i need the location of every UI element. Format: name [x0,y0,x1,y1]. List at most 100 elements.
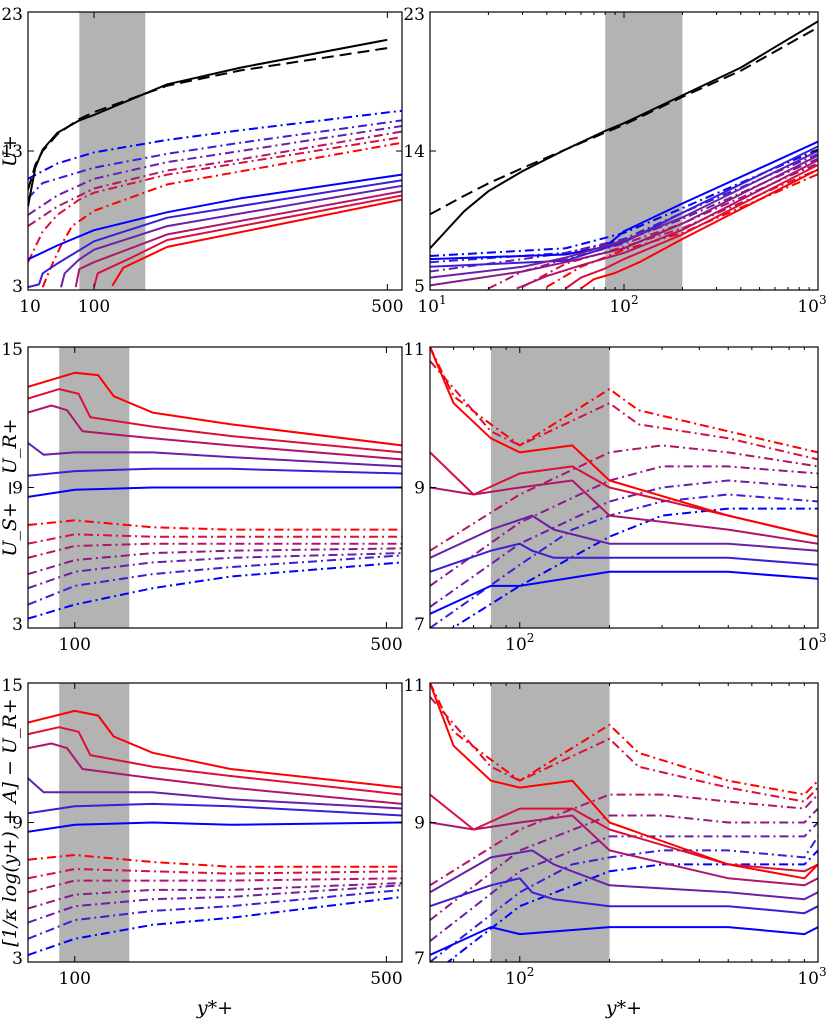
solid-series-line [580,168,818,290]
x-tick-exponent: 3 [819,631,827,645]
x-tick-label: 500 [370,635,402,655]
dashdot-series-line [28,519,402,531]
y-tick-label: 11 [403,340,425,360]
solid-series-line [430,150,818,279]
solid-series-line [28,173,402,261]
dashdot-series-line [28,868,402,880]
dashdot-series-line [28,884,402,924]
solid-series-line [28,709,402,789]
panel-p31: 100 500 3 9 15[1/κ log(y+) + A] − U_R+ y*+ [0,676,403,1019]
dashdot-series-line [28,895,402,956]
y-axis-label: U+ [0,135,21,167]
shaded-region [490,683,610,962]
solid-series-line [74,190,402,288]
solid-series-line [28,821,402,833]
dashdot-series-line [450,507,818,628]
y-axis-label: [1/κ log(y+) + A] − U_R+ [0,698,21,946]
panel-p21: 100 500 3 9 15 U_S+ − U_R+ [0,340,403,655]
solid-series-line [28,777,402,810]
x-tick-label: 102 [505,965,534,989]
dashdot-series-line [28,125,402,216]
dashdot-series-line [487,162,818,290]
shaded-region [59,347,130,628]
y-tick-label: 15 [1,340,23,360]
x-tick-label: 102 [609,293,638,317]
solid-series-line [28,486,402,498]
dashdot-series-line [430,465,818,587]
log-law-dashed-line [28,47,388,191]
y-tick-label: 23 [1,5,23,25]
x-tick-label: 500 [370,969,402,989]
dashdot-series-line [430,807,818,921]
solid-series-line [430,145,818,268]
y-tick-label: 5 [414,277,425,297]
dashdot-series-line [28,109,402,180]
x-tick-exponent: 3 [819,293,827,307]
x-tick-label: 100 [59,635,91,655]
panel-p32: 102 103 7 9 11 y*+ [403,676,826,1019]
reference-solid-line [28,38,388,207]
solid-series-line [28,442,402,468]
x-tick-exponent: 3 [819,965,827,979]
solid-series-line [430,154,818,287]
solid-series-line [430,849,818,901]
solid-series-line [430,877,818,915]
solid-series-line [28,802,402,817]
dashdot-series-line [430,444,818,552]
y-tick-label: 3 [12,277,23,297]
panel-p22: 102 103 7 9 11 [403,340,826,655]
x-tick-label: 103 [797,293,826,317]
y-tick-label: 7 [414,949,425,969]
dashdot-series-line [28,130,402,227]
solid-series-line [430,683,818,880]
dashdot-series-line [28,533,402,545]
dashdot-series-line [430,683,818,796]
solid-series-line [430,570,818,615]
y-tick-label: 9 [414,814,425,834]
dashdot-series-line [28,854,402,868]
solid-series-line [430,451,818,538]
dashdot-series-line [430,821,818,942]
shaded-region [79,12,146,290]
x-axis-label: y*+ [605,997,642,1019]
dashdot-series-line [28,554,402,606]
shaded-region [59,683,130,962]
dashdot-series-line [28,552,402,590]
x-tick-exponent: 2 [631,293,639,307]
dashdot-series-line [522,168,818,288]
reference-solid-line [430,20,818,249]
solid-series-line [93,194,402,288]
dashdot-series-line [28,888,402,940]
y-tick-label: 15 [1,676,23,696]
dashdot-series-line [430,360,818,461]
y-tick-label: 23 [403,5,425,25]
dashdot-series-line [28,561,402,620]
y-axis-label: U_S+ − U_R+ [0,418,21,556]
y-tick-label: 14 [403,142,425,162]
dashdot-series-line [28,882,402,910]
solid-series-line [430,140,818,261]
y-tick-label: 7 [414,615,425,635]
dashdot-series-line [430,347,818,454]
x-tick-label: 500 [371,297,403,317]
x-tick-label: 102 [505,631,534,655]
x-axis-label: y*+ [196,997,233,1019]
solid-series-line [430,793,818,873]
y-tick-label: 13 [1,142,23,162]
x-tick-exponent: 2 [527,965,535,979]
solid-series-line [28,726,402,796]
y-tick-label: 3 [12,949,23,969]
dashdot-series-line [430,157,818,273]
solid-series-line [28,179,402,289]
dashdot-series-line [446,849,818,962]
solid-series-line [28,404,402,461]
solid-series-line [565,164,818,290]
solid-series-line [430,542,818,573]
solid-series-line [28,742,402,805]
dashdot-series-line [28,136,402,263]
dashdot-series-line [430,148,818,257]
dashdot-series-line [430,835,818,962]
x-tick-label: 10 [19,297,41,317]
dashdot-series-line [28,877,402,894]
